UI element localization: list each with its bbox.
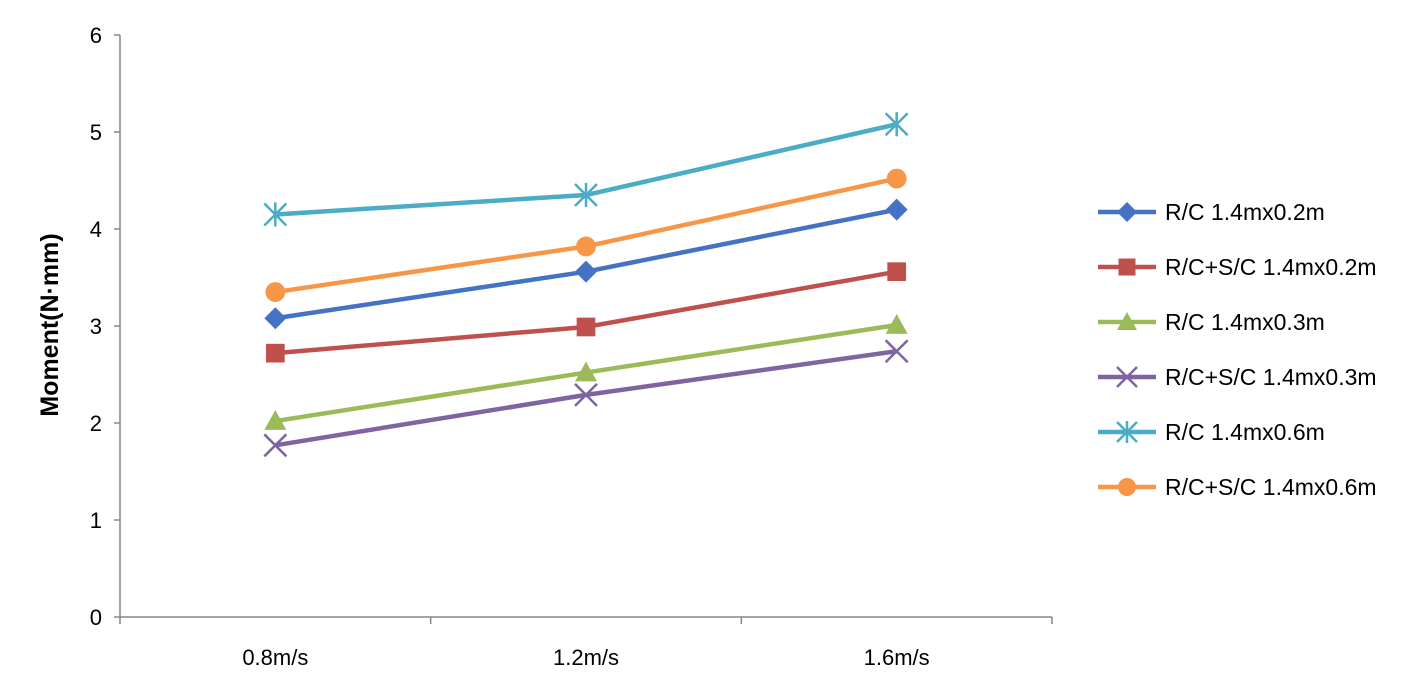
data-point-diamond <box>885 198 908 221</box>
legend-label: R/C 1.4mx0.6m <box>1165 419 1325 445</box>
data-point-star <box>263 202 288 227</box>
data-point-diamond <box>264 307 287 330</box>
data-point-star <box>884 112 909 137</box>
data-point-triangle <box>1117 312 1137 330</box>
legend-entry: R/C 1.4mx0.2m <box>1098 199 1325 225</box>
axes: 0 1 2 3 4 5 6 0.8m/s 1.2m/s 1.6m/s <box>90 23 1053 670</box>
data-point-star <box>574 182 598 208</box>
data-point-x <box>574 382 598 407</box>
data-point-square <box>265 343 285 363</box>
legend-entry: R/C 1.4mx0.6m <box>1098 419 1325 445</box>
y-axis-title: Moment(N·mm) <box>36 233 64 416</box>
series-1 <box>264 198 908 330</box>
y-tick-label: 6 <box>90 23 102 48</box>
y-tick-label: 4 <box>90 217 102 242</box>
series-6 <box>265 168 907 302</box>
series-layer <box>263 112 909 458</box>
data-point-square <box>1118 258 1136 276</box>
x-tick-label: 1.6m/s <box>864 645 930 670</box>
legend: R/C 1.4mx0.2m R/C+S/C 1.4mx0.2m R/C 1.4mx0… <box>1098 199 1377 500</box>
data-point-circle <box>265 282 286 302</box>
legend-entry: R/C+S/C 1.4mx0.2m <box>1098 254 1377 280</box>
series-3 <box>264 314 908 430</box>
data-point-circle <box>886 168 907 189</box>
legend-label: R/C+S/C 1.4mx0.3m <box>1165 364 1377 390</box>
y-tick-label: 2 <box>90 411 102 436</box>
data-point-triangle <box>575 361 597 382</box>
data-point-x <box>1116 366 1138 388</box>
data-point-x <box>263 433 288 458</box>
legend-entry: R/C 1.4mx0.3m <box>1098 309 1325 335</box>
legend-label: R/C+S/C 1.4mx0.6m <box>1165 474 1377 500</box>
data-point-triangle <box>885 314 908 334</box>
y-tick-label: 5 <box>90 120 102 145</box>
y-tick-label: 3 <box>90 314 102 339</box>
data-point-star <box>1116 421 1138 443</box>
data-point-x <box>884 339 909 364</box>
data-point-diamond <box>575 260 597 283</box>
data-point-diamond <box>1117 202 1137 222</box>
legend-entry: R/C+S/C 1.4mx0.6m <box>1098 474 1377 500</box>
series-2 <box>265 262 907 363</box>
legend-label: R/C+S/C 1.4mx0.2m <box>1165 254 1377 280</box>
data-point-circle <box>1118 478 1136 496</box>
x-tick-label: 0.8m/s <box>242 645 308 670</box>
series-5 <box>263 112 909 227</box>
y-tick-label: 0 <box>90 605 102 630</box>
x-tick-label: 1.2m/s <box>553 645 619 670</box>
y-tick-label: 1 <box>90 508 102 533</box>
data-point-square <box>576 317 596 337</box>
legend-entry: R/C+S/C 1.4mx0.3m <box>1098 364 1377 390</box>
legend-label: R/C 1.4mx0.2m <box>1165 199 1325 225</box>
data-point-triangle <box>264 410 287 430</box>
legend-label: R/C 1.4mx0.3m <box>1165 309 1325 335</box>
data-point-circle <box>576 236 596 257</box>
series-4 <box>263 339 909 458</box>
data-point-square <box>887 262 907 282</box>
